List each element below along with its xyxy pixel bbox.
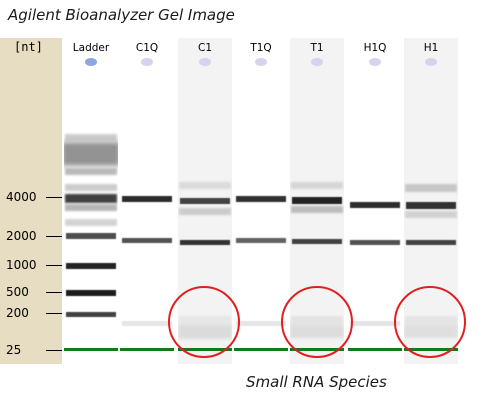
ruler-tick-label-1000: 1000 [6, 258, 37, 272]
lane-label: H1 [423, 42, 439, 54]
gel-band [351, 322, 399, 325]
gel-band [407, 203, 455, 208]
gel-band [237, 197, 285, 201]
gel-lane-ladder: Ladder [64, 38, 118, 364]
small-rna-highlight-circle [281, 286, 353, 358]
gel-band [67, 170, 115, 173]
gel-band [351, 241, 399, 244]
ruler-tick-mark [46, 265, 62, 266]
ruler-tick-mark [46, 350, 62, 351]
small-rna-highlight-circle [168, 286, 240, 358]
ruler-tick-label-25: 25 [6, 343, 22, 357]
gel-lane-h1q: H1Q [348, 38, 402, 364]
lane-well-dot [199, 58, 211, 66]
gel-band [237, 239, 285, 242]
lane-well-dot [141, 58, 153, 66]
lane-label: T1 [310, 42, 324, 54]
gel-band [181, 241, 229, 244]
ruler-tick-label-4000: 4000 [6, 190, 37, 204]
lane-label: C1 [197, 42, 212, 54]
lane-well-dot [311, 58, 323, 66]
gel-band [351, 203, 399, 207]
size-ruler [0, 38, 62, 364]
ruler-tick-mark [46, 292, 62, 293]
lower-marker-band [64, 348, 118, 351]
lane-well-dot [255, 58, 267, 66]
gel-band [237, 322, 285, 325]
gel-band [67, 264, 115, 268]
gel-band [181, 184, 229, 187]
gel-band [123, 322, 171, 325]
gel-band [293, 198, 341, 203]
ruler-tick-mark [46, 313, 62, 314]
gel-band [123, 197, 171, 201]
gel-band [67, 234, 115, 238]
gel-band [67, 291, 115, 295]
lane-label: T1Q [250, 42, 272, 54]
gel-lane-c1q: C1Q [120, 38, 174, 364]
ruler-tick-label-200: 200 [6, 306, 29, 320]
lane-well-dot [85, 58, 97, 66]
gel-band [407, 213, 455, 216]
figure-title: Agilent Bioanalyzer Gel Image [8, 6, 235, 24]
small-rna-highlight-circle [394, 286, 466, 358]
gel-band [67, 206, 115, 209]
lane-well-dot [425, 58, 437, 66]
gel-band [293, 184, 341, 187]
lane-label: Ladder [72, 42, 110, 54]
lane-label: H1Q [363, 42, 387, 54]
gel-band [67, 186, 115, 189]
ruler-tick-label-2000: 2000 [6, 229, 37, 243]
gel-band [293, 240, 341, 243]
ruler-tick-mark [46, 236, 62, 237]
gel-band [67, 196, 115, 201]
gel-band [293, 208, 341, 211]
lane-label: C1Q [135, 42, 159, 54]
gel-image: Ladder C1Q C1 T1Q T1 H1Q H1 [62, 38, 458, 364]
gel-lane-t1q: T1Q [234, 38, 288, 364]
gel-band [407, 241, 455, 244]
gel-band [407, 186, 455, 190]
ruler-tick-label-500: 500 [6, 285, 29, 299]
ruler-unit-label: [nt] [14, 40, 43, 54]
gel-band [67, 136, 115, 139]
lower-marker-band [120, 348, 174, 351]
gel-band [123, 239, 171, 242]
gel-band [181, 199, 229, 203]
lower-marker-band [234, 348, 288, 351]
gel-band [67, 313, 115, 316]
lower-marker-band [348, 348, 402, 351]
gel-band [67, 221, 115, 224]
figure-caption: Small RNA Species [246, 373, 387, 391]
lane-well-dot [369, 58, 381, 66]
gel-band [181, 210, 229, 213]
ruler-tick-mark [46, 197, 62, 198]
gel-band [67, 147, 115, 161]
